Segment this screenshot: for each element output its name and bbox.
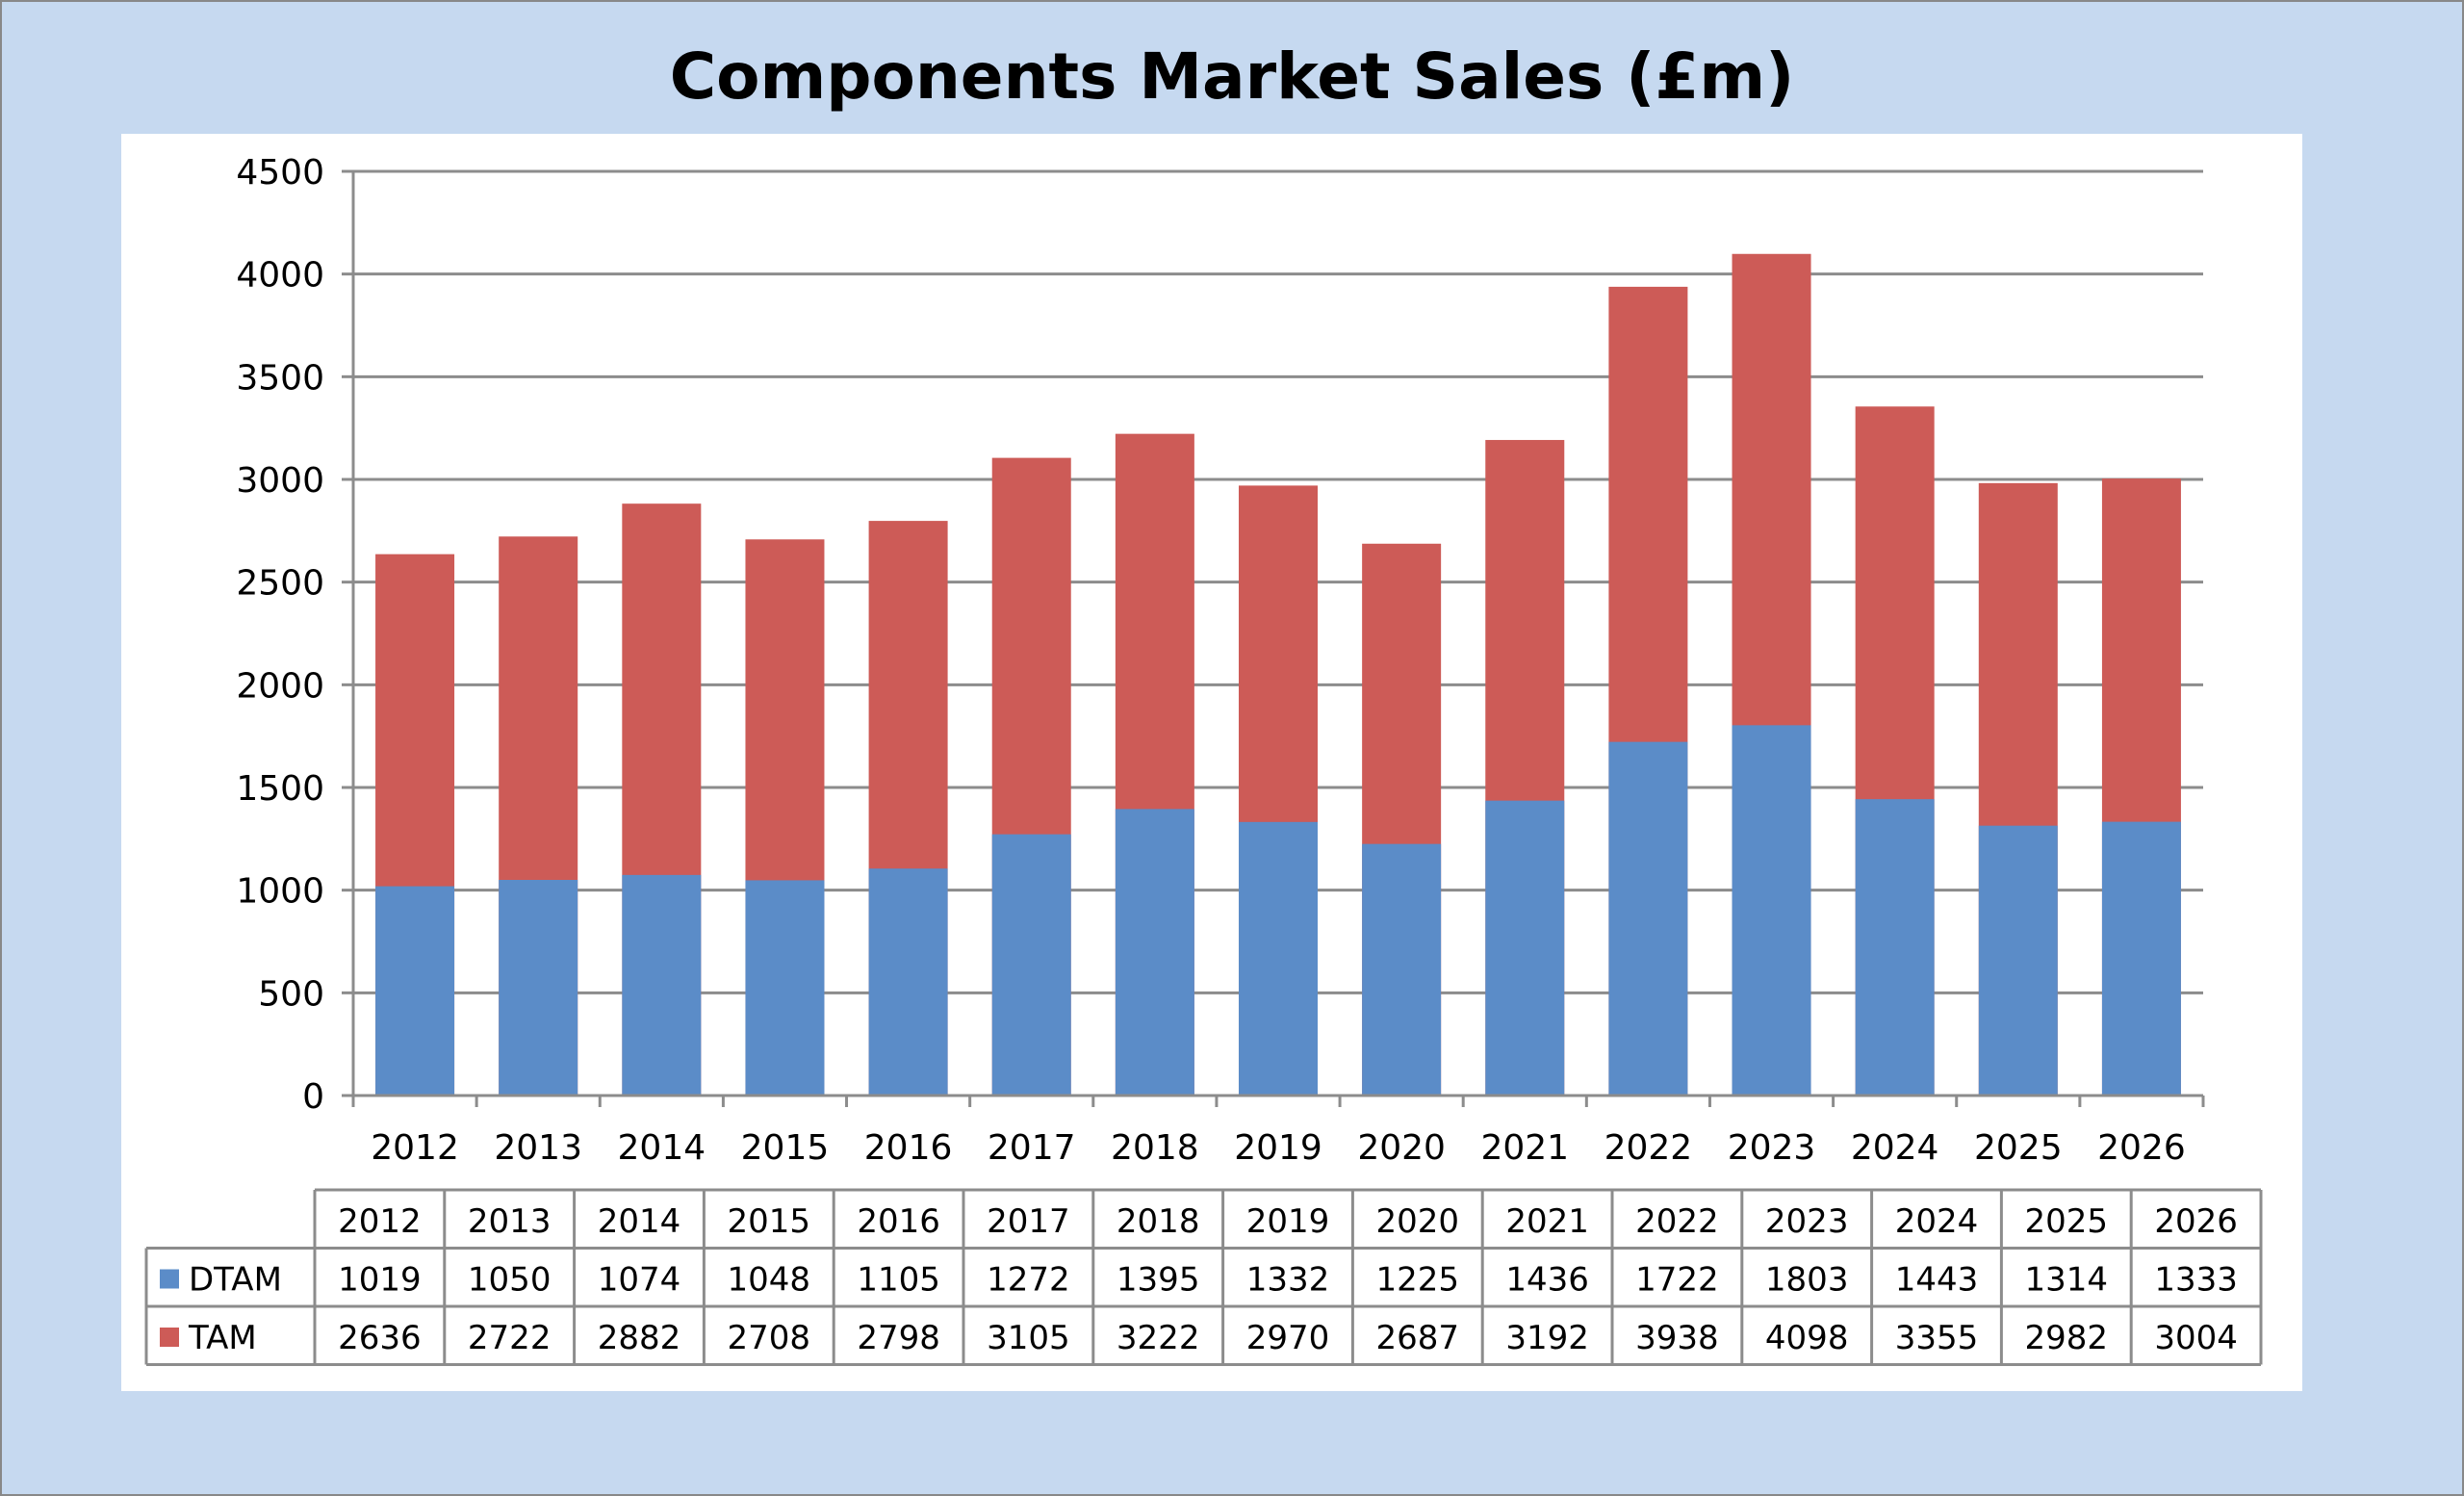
x-tick-label: 2021 bbox=[1480, 1128, 1569, 1168]
plot-panel bbox=[121, 134, 2302, 1391]
table-header-cell: 2026 bbox=[2154, 1202, 2238, 1241]
table-cell-tam: 3355 bbox=[1895, 1319, 1979, 1357]
table-cell-dtam: 1722 bbox=[1635, 1261, 1719, 1300]
x-tick-label: 2014 bbox=[618, 1128, 706, 1168]
chart-title: Components Market Sales (£m) bbox=[670, 39, 1795, 114]
table-cell-tam: 2798 bbox=[857, 1319, 940, 1357]
y-tick-label: 500 bbox=[258, 974, 324, 1014]
x-tick-label: 2023 bbox=[1728, 1128, 1816, 1168]
bar-dtam bbox=[868, 868, 948, 1096]
table-cell-dtam: 1225 bbox=[1376, 1261, 1460, 1300]
table-cell-tam: 2687 bbox=[1376, 1319, 1460, 1357]
bar-dtam bbox=[991, 834, 1071, 1096]
bar-dtam bbox=[622, 874, 702, 1096]
y-tick-label: 3500 bbox=[236, 358, 324, 398]
table-cell-dtam: 1803 bbox=[1765, 1261, 1849, 1300]
x-tick-label: 2012 bbox=[371, 1128, 459, 1168]
bar-dtam bbox=[745, 880, 825, 1096]
bar-dtam bbox=[1978, 825, 2058, 1096]
legend-swatch-dtam bbox=[160, 1269, 179, 1289]
table-header-cell: 2024 bbox=[1895, 1202, 1979, 1241]
table-header-cell: 2019 bbox=[1246, 1202, 1330, 1241]
table-cell-tam: 3105 bbox=[987, 1319, 1070, 1357]
y-tick-label: 1500 bbox=[236, 769, 324, 809]
table-cell-dtam: 1048 bbox=[728, 1261, 811, 1300]
table-cell-dtam: 1443 bbox=[1895, 1261, 1979, 1300]
table-cell-dtam: 1019 bbox=[338, 1261, 422, 1300]
table-cell-tam: 3938 bbox=[1635, 1319, 1719, 1357]
x-tick-label: 2022 bbox=[1604, 1128, 1693, 1168]
table-cell-tam: 3004 bbox=[2154, 1319, 2238, 1357]
table-cell-tam: 2708 bbox=[728, 1319, 811, 1357]
table-cell-tam: 2882 bbox=[598, 1319, 681, 1357]
table-cell-tam: 2636 bbox=[338, 1319, 422, 1357]
bar-dtam bbox=[1238, 821, 1319, 1096]
x-tick-label: 2019 bbox=[1234, 1128, 1322, 1168]
table-header-cell: 2014 bbox=[598, 1202, 681, 1241]
table-cell-tam: 2722 bbox=[468, 1319, 552, 1357]
bar-dtam bbox=[1115, 809, 1194, 1096]
y-tick-label: 3000 bbox=[236, 461, 324, 501]
x-tick-label: 2020 bbox=[1357, 1128, 1446, 1168]
table-cell-dtam: 1436 bbox=[1505, 1261, 1589, 1300]
bar-dtam bbox=[1732, 725, 1811, 1096]
table-cell-dtam: 1314 bbox=[2025, 1261, 2109, 1300]
y-tick-label: 4000 bbox=[236, 256, 324, 296]
x-tick-label: 2017 bbox=[988, 1128, 1076, 1168]
table-cell-dtam: 1333 bbox=[2154, 1261, 2238, 1300]
x-tick-label: 2024 bbox=[1851, 1128, 1939, 1168]
x-tick-label: 2013 bbox=[494, 1128, 582, 1168]
x-tick-label: 2025 bbox=[1974, 1128, 2063, 1168]
table-header-cell: 2021 bbox=[1505, 1202, 1589, 1241]
table-cell-dtam: 1050 bbox=[468, 1261, 552, 1300]
y-tick-label: 1000 bbox=[236, 872, 324, 912]
bar-dtam bbox=[499, 880, 578, 1096]
x-tick-label: 2026 bbox=[2097, 1128, 2186, 1168]
table-cell-dtam: 1074 bbox=[598, 1261, 681, 1300]
table-header-cell: 2022 bbox=[1635, 1202, 1719, 1241]
table-header-cell: 2020 bbox=[1376, 1202, 1460, 1241]
table-header-cell: 2016 bbox=[857, 1202, 940, 1241]
table-cell-tam: 3192 bbox=[1505, 1319, 1589, 1357]
table-header-cell: 2023 bbox=[1765, 1202, 1849, 1241]
table-cell-tam: 3222 bbox=[1116, 1319, 1200, 1357]
y-tick-label: 2000 bbox=[236, 666, 324, 706]
table-cell-dtam: 1105 bbox=[857, 1261, 940, 1300]
x-tick-label: 2018 bbox=[1111, 1128, 1199, 1168]
y-tick-label: 2500 bbox=[236, 564, 324, 604]
bar-dtam bbox=[2101, 821, 2181, 1096]
table-header-cell: 2025 bbox=[2025, 1202, 2109, 1241]
table-header-cell: 2018 bbox=[1116, 1202, 1200, 1241]
bar-dtam bbox=[1485, 800, 1565, 1096]
legend-label-tam: TAM bbox=[188, 1319, 257, 1357]
table-cell-tam: 4098 bbox=[1765, 1319, 1849, 1357]
table-header-cell: 2017 bbox=[987, 1202, 1070, 1241]
table-cell-dtam: 1395 bbox=[1116, 1261, 1200, 1300]
table-cell-tam: 2982 bbox=[2025, 1319, 2109, 1357]
legend-label-dtam: DTAM bbox=[189, 1261, 282, 1300]
x-tick-label: 2015 bbox=[741, 1128, 830, 1168]
table-cell-dtam: 1332 bbox=[1246, 1261, 1330, 1300]
table-header-cell: 2015 bbox=[728, 1202, 811, 1241]
y-tick-label: 4500 bbox=[236, 153, 324, 193]
table-header-cell: 2013 bbox=[468, 1202, 552, 1241]
x-tick-label: 2016 bbox=[864, 1128, 953, 1168]
table-cell-dtam: 1272 bbox=[987, 1261, 1070, 1300]
bar-dtam bbox=[1855, 799, 1935, 1096]
bar-dtam bbox=[375, 886, 455, 1096]
legend-swatch-tam bbox=[160, 1328, 179, 1347]
bar-dtam bbox=[1608, 741, 1688, 1096]
table-header-cell: 2012 bbox=[338, 1202, 422, 1241]
y-tick-label: 0 bbox=[302, 1077, 324, 1117]
bar-dtam bbox=[1362, 843, 1442, 1096]
table-cell-tam: 2970 bbox=[1246, 1319, 1330, 1357]
